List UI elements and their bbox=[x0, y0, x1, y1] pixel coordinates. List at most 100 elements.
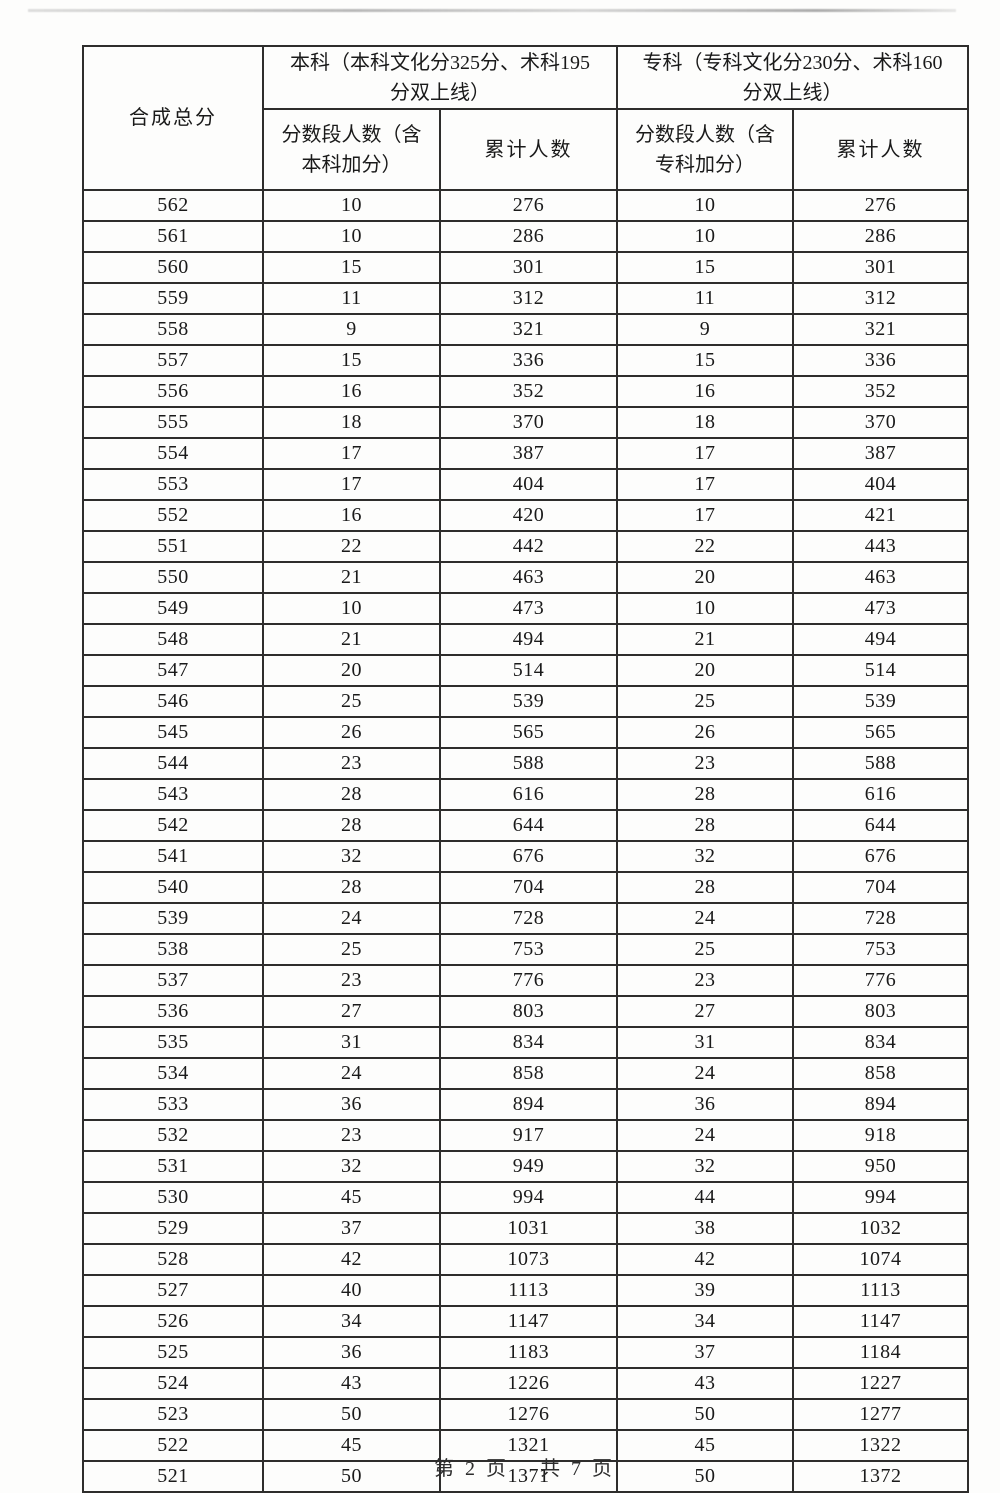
benke-segment-cell: 32 bbox=[262, 1150, 441, 1183]
table-row: 547 20 514 20 514 bbox=[82, 654, 969, 687]
benke-cumulative-cell: 1276 bbox=[439, 1398, 618, 1431]
zhuanke-segment-cell: 23 bbox=[616, 747, 794, 780]
benke-segment-cell: 28 bbox=[262, 778, 441, 811]
table-row: 553 17 404 17 404 bbox=[82, 468, 969, 501]
zhuanke-cumulative-cell: 1113 bbox=[792, 1274, 969, 1307]
score-distribution-table: 合成总分 本科（本科文化分325分、术科195分双上线） 专科（专科文化分230… bbox=[82, 45, 969, 1493]
benke-cumulative-cell: 949 bbox=[439, 1150, 618, 1183]
zhuanke-segment-cell: 42 bbox=[616, 1243, 794, 1276]
benke-cumulative-cell: 1226 bbox=[439, 1367, 618, 1400]
zhuanke-cumulative-cell: 858 bbox=[792, 1057, 969, 1090]
table-row: 561 10 286 10 286 bbox=[82, 220, 969, 253]
score-cell: 561 bbox=[82, 220, 264, 253]
zhuanke-segment-cell: 17 bbox=[616, 437, 794, 470]
zhuanke-segment-cell: 20 bbox=[616, 561, 794, 594]
score-cell: 543 bbox=[82, 778, 264, 811]
score-cell: 540 bbox=[82, 871, 264, 904]
benke-cumulative-cell: 301 bbox=[439, 251, 618, 284]
benke-cumulative-cell: 1073 bbox=[439, 1243, 618, 1276]
zhuanke-cumulative-cell: 276 bbox=[792, 189, 969, 222]
zhuanke-cumulative-cell: 352 bbox=[792, 375, 969, 408]
zhuanke-segment-cell: 36 bbox=[616, 1088, 794, 1121]
zhuanke-segment-cell: 37 bbox=[616, 1336, 794, 1369]
benke-segment-cell: 9 bbox=[262, 313, 441, 346]
benke-segment-cell: 45 bbox=[262, 1429, 441, 1462]
zhuanke-segment-cell: 25 bbox=[616, 685, 794, 718]
zhuanke-cumulative-cell: 514 bbox=[792, 654, 969, 687]
score-cell: 553 bbox=[82, 468, 264, 501]
zhuanke-cumulative-header: 累计人数 bbox=[792, 108, 969, 191]
zhuanke-segment-cell: 17 bbox=[616, 468, 794, 501]
score-cell: 538 bbox=[82, 933, 264, 966]
score-cell: 544 bbox=[82, 747, 264, 780]
score-cell: 549 bbox=[82, 592, 264, 625]
zhuanke-cumulative-cell: 1184 bbox=[792, 1336, 969, 1369]
benke-cumulative-cell: 1113 bbox=[439, 1274, 618, 1307]
zhuanke-cumulative-cell: 676 bbox=[792, 840, 969, 873]
benke-segment-cell: 28 bbox=[262, 871, 441, 904]
benke-cumulative-cell: 776 bbox=[439, 964, 618, 997]
table-row: 522 45 1321 45 1322 bbox=[82, 1429, 969, 1462]
benke-cumulative-cell: 917 bbox=[439, 1119, 618, 1152]
page-footer: 第 2 页 共 7 页 bbox=[82, 1452, 967, 1481]
zhuanke-cumulative-cell: 894 bbox=[792, 1088, 969, 1121]
score-cell: 531 bbox=[82, 1150, 264, 1183]
benke-segment-cell: 23 bbox=[262, 964, 441, 997]
table-row: 525 36 1183 37 1184 bbox=[82, 1336, 969, 1369]
zhuanke-cumulative-cell: 728 bbox=[792, 902, 969, 935]
score-cell: 558 bbox=[82, 313, 264, 346]
zhuanke-cumulative-cell: 776 bbox=[792, 964, 969, 997]
benke-cumulative-cell: 753 bbox=[439, 933, 618, 966]
benke-cumulative-header-label: 累计人数 bbox=[484, 138, 573, 161]
composite-score-header-label: 合成总分 bbox=[129, 106, 217, 129]
score-cell: 535 bbox=[82, 1026, 264, 1059]
benke-cumulative-cell: 1147 bbox=[439, 1305, 618, 1338]
table-row: 530 45 994 44 994 bbox=[82, 1181, 969, 1214]
zhuanke-cumulative-cell: 644 bbox=[792, 809, 969, 842]
zhuanke-segment-cell: 26 bbox=[616, 716, 794, 749]
zhuanke-segment-cell: 21 bbox=[616, 623, 794, 656]
benke-segment-cell: 15 bbox=[262, 344, 441, 377]
benke-segment-cell: 22 bbox=[262, 530, 441, 563]
benke-cumulative-cell: 442 bbox=[439, 530, 618, 563]
score-cell: 524 bbox=[82, 1367, 264, 1400]
table-row: 562 10 276 10 276 bbox=[82, 189, 969, 222]
benke-segment-cell: 37 bbox=[262, 1212, 441, 1245]
table-row: 540 28 704 28 704 bbox=[82, 871, 969, 904]
zhuanke-segment-cell: 17 bbox=[616, 499, 794, 532]
zhuanke-segment-cell: 11 bbox=[616, 282, 794, 315]
zhuanke-cumulative-cell: 301 bbox=[792, 251, 969, 284]
zhuanke-segment-cell: 10 bbox=[616, 220, 794, 253]
table-row: 527 40 1113 39 1113 bbox=[82, 1274, 969, 1307]
zhuanke-cumulative-cell: 918 bbox=[792, 1119, 969, 1152]
table-row: 529 37 1031 38 1032 bbox=[82, 1212, 969, 1245]
benke-cumulative-cell: 565 bbox=[439, 716, 618, 749]
group-header-row: 合成总分 本科（本科文化分325分、术科195分双上线） 专科（专科文化分230… bbox=[82, 45, 969, 191]
table-row: 557 15 336 15 336 bbox=[82, 344, 969, 377]
table-row: 554 17 387 17 387 bbox=[82, 437, 969, 470]
benke-cumulative-cell: 704 bbox=[439, 871, 618, 904]
zhuanke-cumulative-cell: 1032 bbox=[792, 1212, 969, 1245]
table-row: 545 26 565 26 565 bbox=[82, 716, 969, 749]
zhuanke-cumulative-cell: 312 bbox=[792, 282, 969, 315]
zhuanke-segment-cell: 45 bbox=[616, 1429, 794, 1462]
benke-cumulative-cell: 321 bbox=[439, 313, 618, 346]
composite-score-header: 合成总分 bbox=[82, 45, 264, 191]
benke-group-header: 本科（本科文化分325分、术科195分双上线） bbox=[262, 45, 618, 110]
benke-segment-cell: 28 bbox=[262, 809, 441, 842]
score-cell: 552 bbox=[82, 499, 264, 532]
benke-cumulative-header: 累计人数 bbox=[439, 108, 618, 191]
zhuanke-segment-cell: 16 bbox=[616, 375, 794, 408]
benke-cumulative-cell: 644 bbox=[439, 809, 618, 842]
zhuanke-segment-cell: 28 bbox=[616, 778, 794, 811]
benke-cumulative-cell: 539 bbox=[439, 685, 618, 718]
zhuanke-segment-cell: 15 bbox=[616, 251, 794, 284]
zhuanke-cumulative-cell: 1147 bbox=[792, 1305, 969, 1338]
zhuanke-group-header: 专科（专科文化分230分、术科160分双上线） bbox=[616, 45, 969, 110]
benke-segment-cell: 43 bbox=[262, 1367, 441, 1400]
zhuanke-cumulative-cell: 994 bbox=[792, 1181, 969, 1214]
benke-segment-header: 分数段人数（含本科加分） bbox=[262, 108, 441, 191]
score-cell: 534 bbox=[82, 1057, 264, 1090]
benke-segment-cell: 21 bbox=[262, 561, 441, 594]
table-row: 546 25 539 25 539 bbox=[82, 685, 969, 718]
